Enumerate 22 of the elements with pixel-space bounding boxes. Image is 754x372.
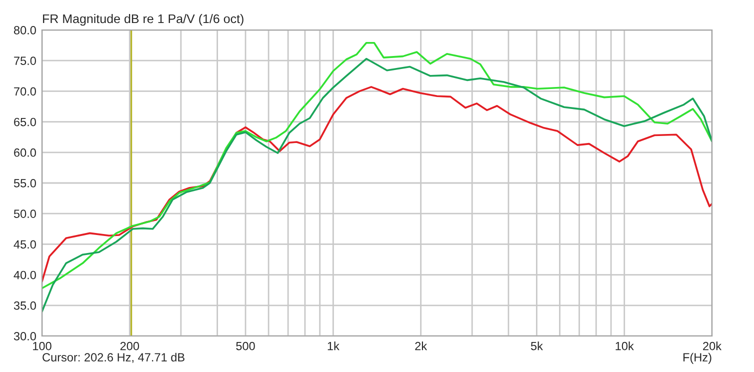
x-tick-label: 2k	[415, 342, 428, 350]
y-tick-label: 45.0	[14, 240, 36, 249]
x-tick-label: 500	[236, 342, 255, 350]
y-tick-label: 40.0	[14, 270, 36, 280]
y-tick-label: 50.0	[14, 210, 36, 218]
x-tick-label: 5k	[530, 342, 543, 350]
y-tick-label: 35.0	[14, 301, 36, 310]
x-tick-label: 200	[120, 342, 140, 350]
x-tick-label: 20k	[703, 342, 722, 350]
x-axis-title: F(Hz)	[683, 352, 712, 364]
y-tick-label: 60.0	[14, 148, 36, 157]
y-tick-label: 65.0	[14, 118, 36, 126]
y-tick-label: 30.0	[14, 332, 36, 340]
x-tick-label: 10k	[616, 342, 634, 350]
text: Cursor: 202.6 Hz, 47.71 dB	[42, 352, 184, 363]
x-tick-label: 1k	[328, 342, 340, 350]
chart-title: FR Magnitude dB re 1 Pa/V (1/6 oct)	[43, 14, 244, 26]
y-tick-label: 75.0	[14, 56, 36, 65]
y-tick-label: 70.0	[14, 87, 36, 96]
x-tick-label: 100	[33, 342, 52, 350]
y-tick-label: 55.0	[14, 179, 36, 188]
y-tick-label: 80.0	[14, 26, 36, 34]
